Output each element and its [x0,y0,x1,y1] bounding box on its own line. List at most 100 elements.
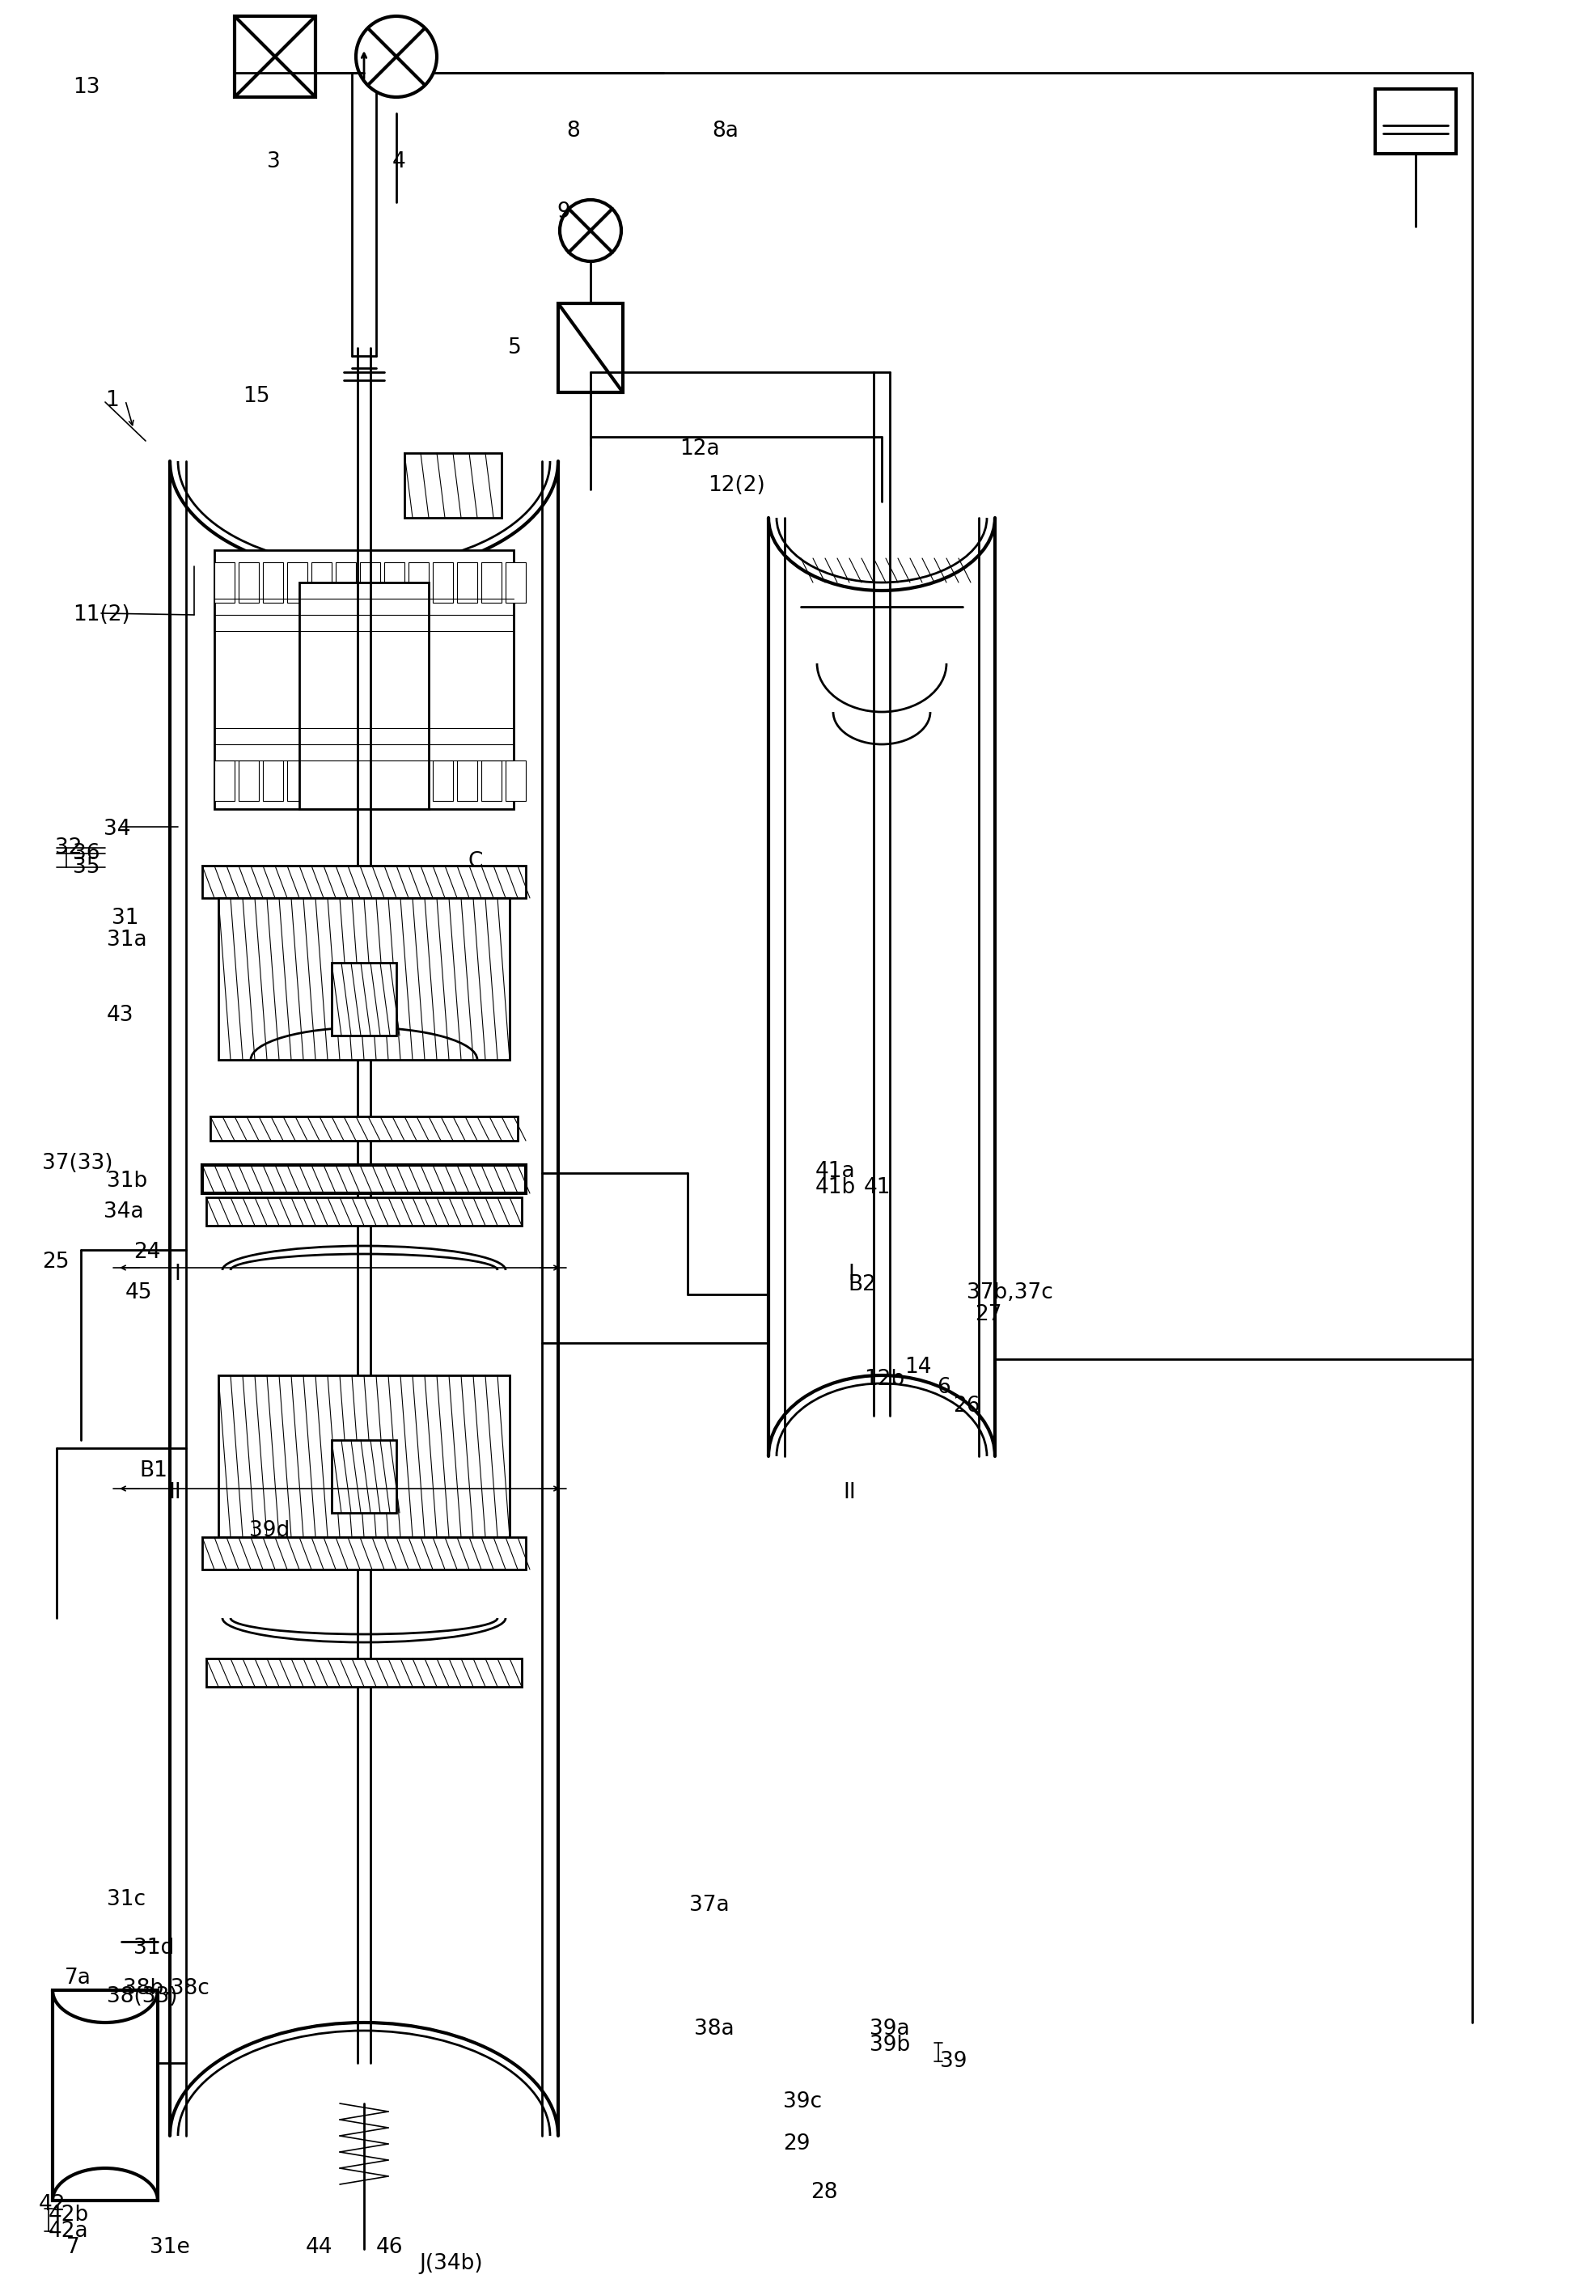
Text: I: I [847,1263,854,1286]
Bar [335,563,356,604]
Bar [203,1536,525,1570]
Text: I: I [174,1263,180,1286]
Bar [214,551,514,808]
Text: 31d: 31d [134,1938,174,1958]
Text: 39: 39 [940,2050,967,2071]
Bar [219,898,509,1061]
Text: 37a: 37a [689,1894,729,1915]
Bar [506,563,525,604]
Text: 31b: 31b [107,1171,147,1192]
Text: 31e: 31e [150,2236,190,2257]
Text: 3: 3 [267,152,281,172]
Text: 38(33): 38(33) [107,1986,177,2007]
Text: 46: 46 [377,2236,404,2257]
Text: 43: 43 [107,1006,134,1026]
Bar [53,1991,158,2200]
Text: 42a: 42a [48,2220,89,2241]
Bar [409,563,428,604]
Bar [238,760,259,801]
Text: 24: 24 [134,1242,161,1263]
Bar [433,760,453,801]
Text: 32: 32 [54,838,81,859]
Text: 8a: 8a [712,122,737,142]
Bar [480,563,501,604]
Bar [214,563,235,604]
Bar [235,16,316,96]
Text: 7: 7 [67,2236,80,2257]
Text: B1: B1 [139,1460,168,1481]
Bar [287,563,308,604]
Text: 15: 15 [243,386,270,406]
Text: 41: 41 [863,1178,891,1199]
Text: 38b,38c: 38b,38c [123,1979,209,2000]
Text: 39c: 39c [782,2092,822,2112]
Bar [214,760,235,801]
Text: 45: 45 [126,1281,152,1304]
Bar [206,1658,522,1688]
Text: 13: 13 [73,76,101,99]
Text: 41a: 41a [816,1162,855,1182]
Text: 28: 28 [811,2181,838,2202]
Text: 37b,37c: 37b,37c [966,1281,1053,1304]
Bar [206,1196,522,1226]
Text: II: II [843,1483,855,1504]
Text: 42b: 42b [48,2204,89,2225]
Text: 41b: 41b [816,1178,855,1199]
Bar [359,760,380,801]
Text: 44: 44 [305,2236,332,2257]
Bar [203,866,525,898]
Text: 35: 35 [73,856,101,877]
Bar [480,760,501,801]
Text: J(34b): J(34b) [418,2252,482,2273]
Text: 6: 6 [937,1378,950,1398]
Text: 25: 25 [41,1251,69,1272]
Bar [335,760,356,801]
Bar [559,303,622,393]
Text: II: II [168,1483,180,1504]
Bar [311,563,332,604]
Text: 12b: 12b [863,1368,903,1389]
Text: 8: 8 [567,122,579,142]
Bar [385,563,404,604]
Bar [238,563,259,604]
Text: 31c: 31c [107,1890,145,1910]
Bar [359,563,380,604]
Text: 39b: 39b [870,2034,910,2055]
Text: 34a: 34a [104,1201,144,1221]
Circle shape [356,16,437,96]
Bar [263,760,282,801]
Bar [456,563,477,604]
Text: 9: 9 [557,202,570,223]
Text: 29: 29 [782,2133,809,2154]
Text: 42: 42 [38,2195,65,2216]
Text: 34: 34 [104,820,131,840]
Text: 11(2): 11(2) [73,604,129,625]
Bar [311,760,332,801]
Bar [287,760,308,801]
Text: B2: B2 [847,1274,876,1295]
Text: 12a: 12a [680,439,720,459]
Bar [433,563,453,604]
Text: 39a: 39a [870,2018,910,2039]
Bar [332,962,396,1035]
Text: 31: 31 [112,907,139,930]
Text: 14: 14 [903,1357,930,1378]
Text: 38a: 38a [694,2018,734,2039]
Bar [409,760,428,801]
Text: 7a: 7a [65,1968,91,1988]
Bar [506,760,525,801]
Bar [404,452,501,519]
Text: 26: 26 [953,1396,980,1417]
Text: 1: 1 [105,390,118,411]
Bar [203,1164,525,1194]
Text: 4: 4 [393,152,405,172]
Bar [298,583,428,808]
Text: 37(33): 37(33) [41,1153,113,1173]
Bar [1374,90,1456,154]
Bar [219,1375,509,1536]
Text: 36: 36 [73,843,101,863]
Bar [332,1440,396,1513]
Text: C: C [468,852,482,872]
Text: 39d: 39d [249,1520,289,1541]
Text: 12(2): 12(2) [707,475,764,496]
